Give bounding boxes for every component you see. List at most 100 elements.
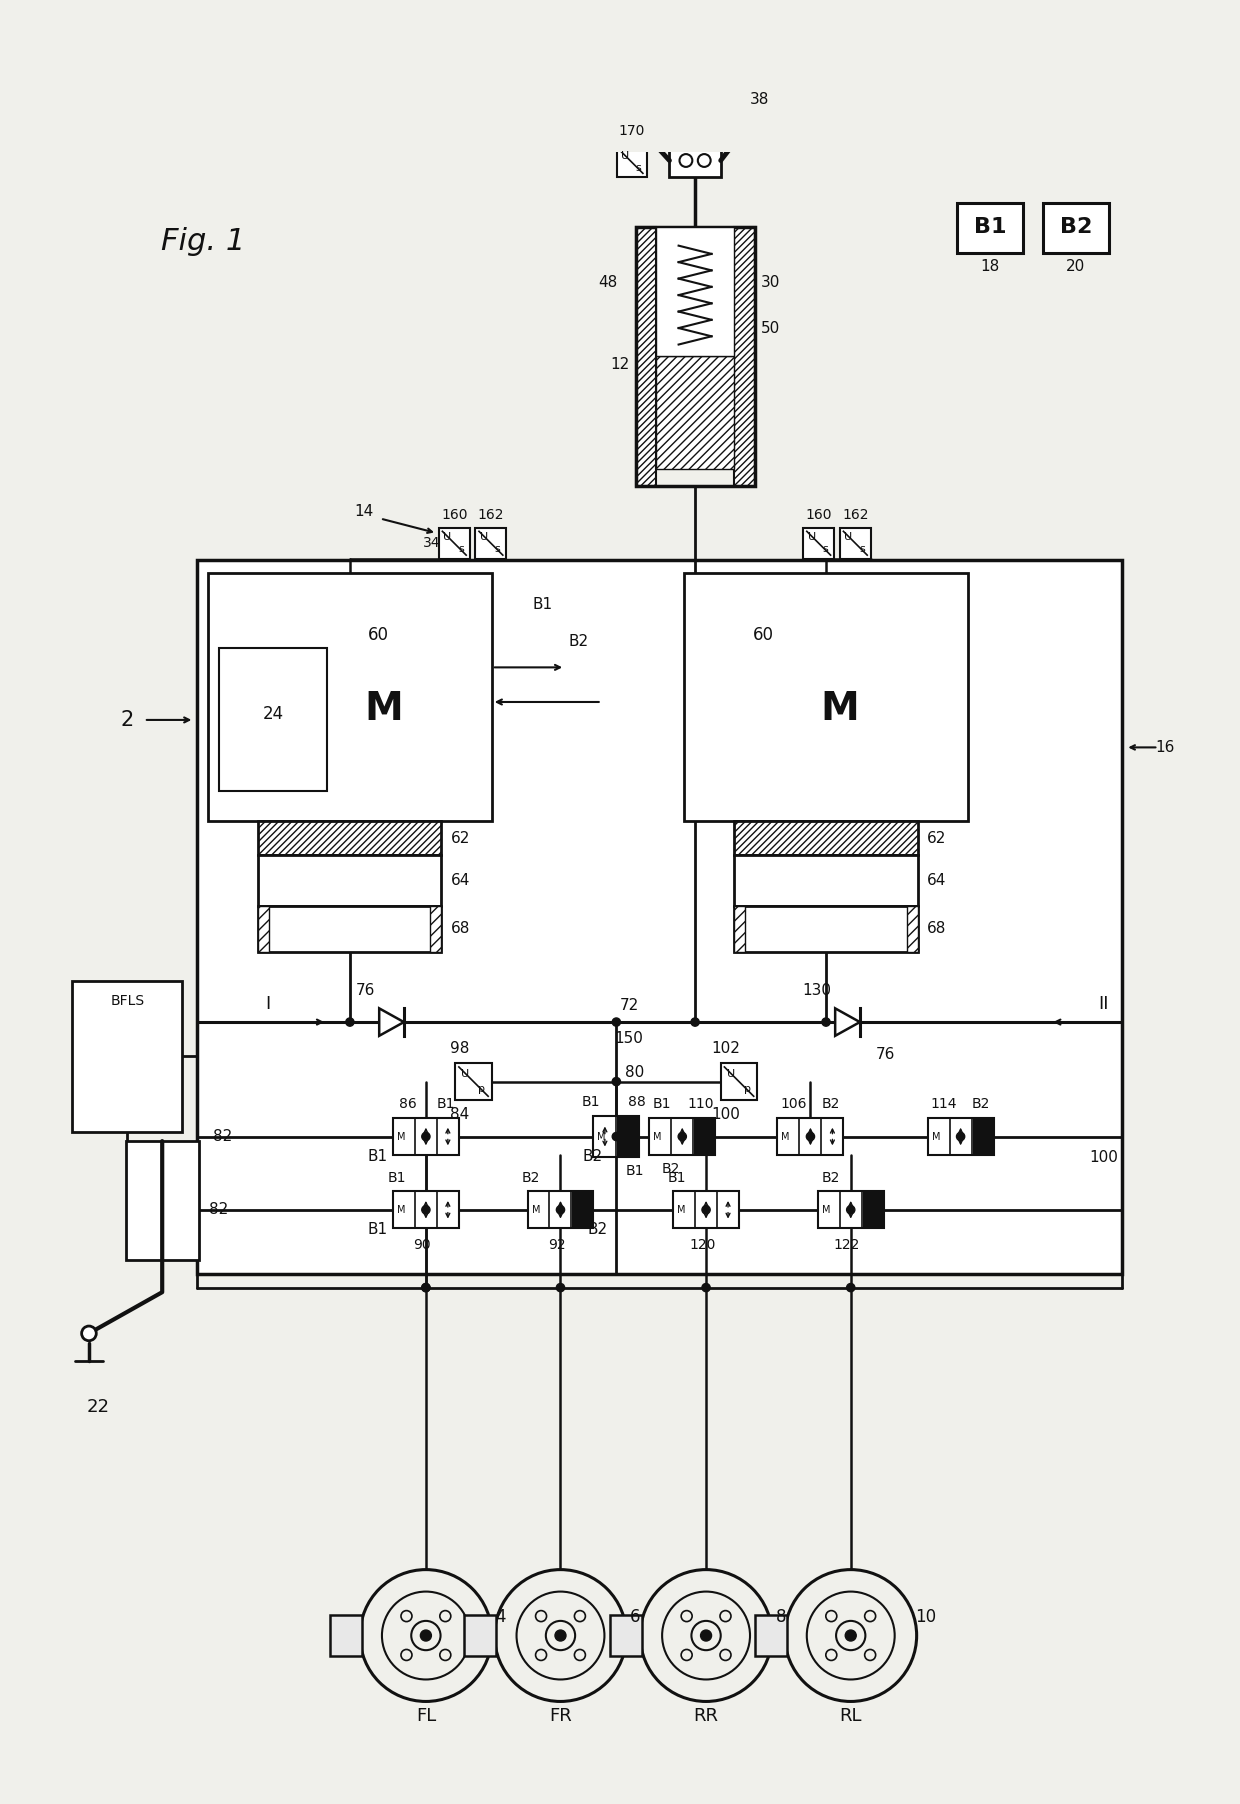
Text: 86: 86 xyxy=(399,1097,417,1111)
Text: II: II xyxy=(1099,994,1109,1012)
Bar xyxy=(618,1117,639,1156)
Text: B1: B1 xyxy=(625,1164,644,1178)
Text: 160: 160 xyxy=(806,509,832,521)
Text: B2: B2 xyxy=(821,1097,839,1111)
Text: M: M xyxy=(397,1205,405,1214)
Bar xyxy=(219,648,327,790)
Text: M: M xyxy=(822,1205,831,1214)
Text: B1: B1 xyxy=(667,1171,686,1185)
Circle shape xyxy=(420,1631,432,1642)
Text: RR: RR xyxy=(693,1707,718,1725)
Circle shape xyxy=(691,1017,699,1026)
Bar xyxy=(475,527,506,559)
Circle shape xyxy=(822,1017,830,1026)
Circle shape xyxy=(846,1631,857,1642)
Circle shape xyxy=(692,1620,720,1651)
Text: 24: 24 xyxy=(263,705,284,723)
Bar xyxy=(928,1118,993,1155)
Text: U: U xyxy=(480,532,489,541)
Bar xyxy=(464,1615,496,1656)
Text: B1: B1 xyxy=(367,1223,387,1238)
Text: 30: 30 xyxy=(760,274,780,290)
Bar xyxy=(734,821,918,855)
Bar xyxy=(636,227,656,487)
Circle shape xyxy=(698,153,711,168)
Bar xyxy=(258,821,441,855)
Text: 22: 22 xyxy=(87,1398,109,1416)
Bar xyxy=(455,1063,492,1100)
Circle shape xyxy=(557,1283,564,1292)
Text: 130: 130 xyxy=(802,983,831,998)
Bar xyxy=(393,1191,459,1229)
Bar xyxy=(863,1192,883,1227)
Bar xyxy=(734,227,755,487)
Bar xyxy=(804,527,835,559)
Text: U: U xyxy=(621,152,630,162)
Circle shape xyxy=(680,153,692,168)
Bar xyxy=(684,574,968,821)
Text: B2: B2 xyxy=(522,1171,541,1185)
Circle shape xyxy=(82,1326,97,1340)
Text: M: M xyxy=(931,1131,940,1142)
Text: U: U xyxy=(807,532,816,541)
Bar xyxy=(906,906,918,951)
Text: B1: B1 xyxy=(653,1097,671,1111)
Text: 80: 80 xyxy=(625,1064,645,1081)
Bar xyxy=(197,559,1122,1274)
Circle shape xyxy=(517,1591,604,1680)
Circle shape xyxy=(613,1077,620,1086)
Bar xyxy=(636,227,755,487)
Text: 106: 106 xyxy=(781,1097,807,1111)
Text: B1: B1 xyxy=(387,1171,405,1185)
Circle shape xyxy=(556,1631,565,1642)
Circle shape xyxy=(681,1649,692,1660)
Bar xyxy=(258,855,441,906)
Circle shape xyxy=(826,1649,837,1660)
Circle shape xyxy=(720,1649,732,1660)
Text: 100: 100 xyxy=(1089,1151,1118,1165)
Bar xyxy=(330,1615,362,1656)
Text: FL: FL xyxy=(415,1707,436,1725)
Bar xyxy=(670,144,720,177)
Bar xyxy=(734,906,745,951)
Circle shape xyxy=(412,1620,440,1651)
Text: 64: 64 xyxy=(450,873,470,888)
Text: p: p xyxy=(479,1084,485,1093)
Circle shape xyxy=(422,1205,430,1214)
Text: M: M xyxy=(653,1131,662,1142)
Text: M: M xyxy=(397,1131,405,1142)
Text: s: s xyxy=(495,545,501,554)
Text: FR: FR xyxy=(549,1707,572,1725)
Bar xyxy=(734,855,918,906)
Text: RL: RL xyxy=(839,1707,862,1725)
Bar xyxy=(258,906,441,951)
Bar xyxy=(957,202,1023,253)
Circle shape xyxy=(864,1649,875,1660)
Circle shape xyxy=(546,1620,575,1651)
Bar xyxy=(734,906,918,951)
Text: B2: B2 xyxy=(587,1223,608,1238)
Text: B2: B2 xyxy=(583,1149,603,1164)
Text: 60: 60 xyxy=(368,626,389,644)
Text: 102: 102 xyxy=(711,1041,740,1055)
Text: 100: 100 xyxy=(711,1108,740,1122)
Circle shape xyxy=(401,1611,412,1622)
Text: B1: B1 xyxy=(532,597,552,612)
Bar xyxy=(656,227,734,357)
Circle shape xyxy=(557,1205,564,1214)
Circle shape xyxy=(864,1611,875,1622)
Text: 88: 88 xyxy=(627,1095,645,1109)
Text: 18: 18 xyxy=(981,260,999,274)
Text: 62: 62 xyxy=(926,830,946,846)
Text: 34: 34 xyxy=(423,536,440,550)
Circle shape xyxy=(826,1611,837,1622)
Text: 162: 162 xyxy=(477,509,505,521)
Circle shape xyxy=(422,1283,430,1292)
Bar xyxy=(125,1142,198,1261)
Circle shape xyxy=(346,1017,353,1026)
Text: 72: 72 xyxy=(620,998,639,1014)
Text: 20: 20 xyxy=(1066,260,1085,274)
Text: M: M xyxy=(596,1131,605,1142)
Circle shape xyxy=(807,1591,895,1680)
Circle shape xyxy=(681,1611,692,1622)
